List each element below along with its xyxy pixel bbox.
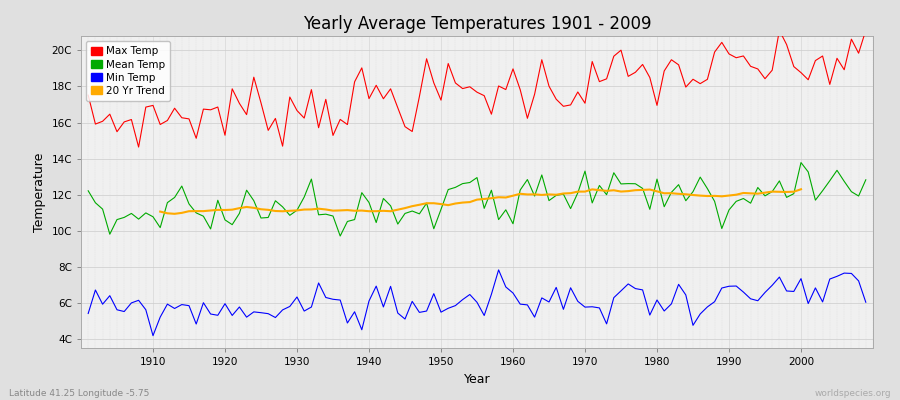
Text: Latitude 41.25 Longitude -5.75: Latitude 41.25 Longitude -5.75 [9,389,149,398]
Legend: Max Temp, Mean Temp, Min Temp, 20 Yr Trend: Max Temp, Mean Temp, Min Temp, 20 Yr Tre… [86,41,170,101]
Text: worldspecies.org: worldspecies.org [814,389,891,398]
Title: Yearly Average Temperatures 1901 - 2009: Yearly Average Temperatures 1901 - 2009 [302,15,652,33]
X-axis label: Year: Year [464,372,490,386]
Y-axis label: Temperature: Temperature [32,152,46,232]
